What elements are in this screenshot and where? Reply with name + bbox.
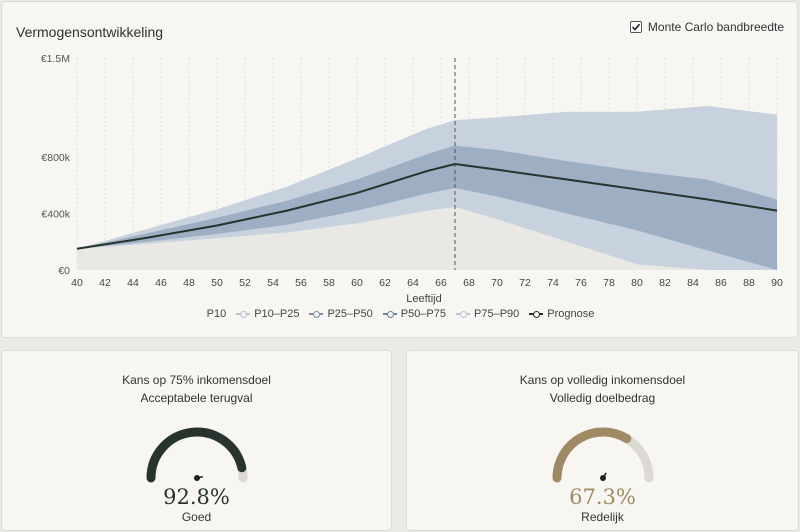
x-tick-label: 42 xyxy=(99,277,111,289)
gauge-pivot xyxy=(599,475,606,481)
x-tick-label: 76 xyxy=(575,277,587,289)
legend-label: P10 xyxy=(206,308,227,320)
legend-item: P10–P25 xyxy=(236,308,299,320)
monte-carlo-label: Monte Carlo bandbreedte xyxy=(647,20,784,34)
gauge-status: Goed xyxy=(181,510,212,524)
x-tick-label: 74 xyxy=(547,277,559,289)
chart-title: Vermogensontwikkeling xyxy=(16,24,164,40)
legend-item: Prognose xyxy=(529,308,594,320)
legend-label: P25–P50 xyxy=(327,308,373,320)
x-tick-label: 66 xyxy=(435,277,447,289)
x-tick-label: 88 xyxy=(743,277,755,289)
legend-item: P25–P50 xyxy=(309,308,373,320)
chart-legend: P10 P10–P25 P25–P50 P50–P75 P75–P90 Prognose xyxy=(2,308,799,320)
legend-label: P50–P75 xyxy=(400,308,446,320)
gauge-fill xyxy=(146,427,246,483)
x-tick-label: 58 xyxy=(323,277,335,289)
gauge-title: Kans op volledig inkomensdoel xyxy=(519,373,686,387)
y-tick-label: €400k xyxy=(41,208,70,220)
x-tick-label: 80 xyxy=(631,277,643,289)
legend-label: P10–P25 xyxy=(254,308,300,320)
gauge-card-75: Kans op 75% inkomensdoel Acceptabele ter… xyxy=(1,350,392,531)
x-tick-label: 50 xyxy=(211,277,223,289)
x-tick-label: 72 xyxy=(519,277,531,289)
legend-item: P75–P90 xyxy=(456,308,519,320)
x-axis-label: Leeftijd xyxy=(406,293,441,305)
legend-item: P10 xyxy=(207,308,227,320)
legend-label: P75–P90 xyxy=(474,308,520,320)
y-tick-label: €1.5M xyxy=(41,53,70,65)
gauge-fill xyxy=(552,427,631,483)
wealth-chart-card: Vermogensontwikkeling Monte Carlo bandbr… xyxy=(1,1,798,338)
x-tick-label: 82 xyxy=(659,277,671,289)
x-tick-label: 90 xyxy=(771,277,783,289)
wealth-chart: €0 €400k €800k €1.5M 40 42 44 46 48 50 52 54 56 58 60 6… xyxy=(41,53,783,305)
series-prognose-line xyxy=(76,162,778,250)
gauge-value: 67.3% xyxy=(569,485,636,509)
x-tick-label: 62 xyxy=(379,277,391,289)
gauge-subtitle: Acceptabele terugval xyxy=(140,391,253,405)
gauge-subtitle: Volledig doelbedrag xyxy=(549,391,656,405)
gauge-meter xyxy=(552,427,653,483)
gauge-card-full: Kans op volledig inkomensdoel Volledig d… xyxy=(406,350,799,531)
x-tick-label: 86 xyxy=(715,277,727,289)
x-tick-label: 64 xyxy=(407,277,419,289)
x-tick-label: 52 xyxy=(239,277,251,289)
gauge-track xyxy=(146,427,247,483)
x-tick-label: 44 xyxy=(127,277,139,289)
legend-item: P50–P75 xyxy=(382,308,446,320)
x-tick-label: 40 xyxy=(71,277,83,289)
gauge-pivot xyxy=(193,475,200,481)
y-tick-label: €0 xyxy=(58,265,70,277)
x-tick-label: 48 xyxy=(183,277,195,289)
x-tick-label: 70 xyxy=(491,277,503,289)
x-tick-label: 78 xyxy=(603,277,615,289)
x-tick-label: 46 xyxy=(155,277,167,289)
x-tick-label: 60 xyxy=(351,277,363,289)
checkbox-icon[interactable] xyxy=(629,21,642,33)
legend-marker-icon xyxy=(236,310,251,318)
legend-marker-icon xyxy=(309,310,324,318)
area-below-p10 xyxy=(77,207,777,270)
gauge-title: Kans op 75% inkomensdoel xyxy=(122,373,271,387)
gauge-meter xyxy=(146,427,247,483)
gauge-value: 92.8% xyxy=(163,485,230,509)
x-tick-label: 84 xyxy=(687,277,699,289)
band-p25-p75 xyxy=(77,145,777,270)
legend-marker-icon xyxy=(382,310,397,318)
legend-marker-icon xyxy=(456,310,470,318)
monte-carlo-toggle[interactable]: Monte Carlo bandbreedte xyxy=(629,20,784,34)
gauge-status: Redelijk xyxy=(581,510,624,524)
legend-marker-icon xyxy=(529,310,544,318)
x-tick-label: 68 xyxy=(463,277,475,289)
legend-label: Prognose xyxy=(547,308,595,320)
gauge-track xyxy=(552,427,653,483)
y-tick-label: €800k xyxy=(41,152,70,164)
x-tick-label: 54 xyxy=(267,277,279,289)
x-tick-label: 56 xyxy=(295,277,307,289)
